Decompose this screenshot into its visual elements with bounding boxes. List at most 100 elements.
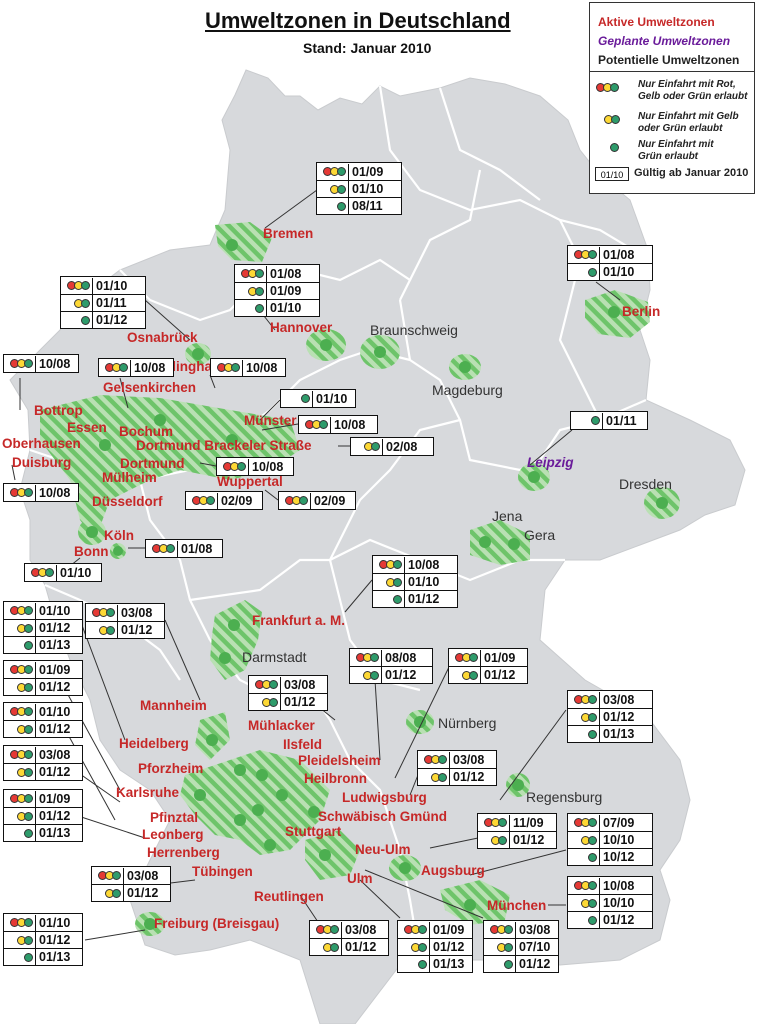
sticker-red-icon [4, 746, 36, 763]
sticker-red-icon [61, 277, 93, 294]
sticker-yellow-icon [568, 895, 600, 911]
validity-row: 01/12 [4, 807, 82, 824]
legend-active: Aktive Umweltzonen [598, 15, 715, 29]
validity-date: 10/08 [334, 417, 366, 432]
sticker-green-icon [4, 637, 36, 653]
sticker-red-icon [4, 484, 36, 501]
validity-box-muehlacker: 03/08 01/12 [248, 675, 328, 711]
sticker-yellow-icon [235, 283, 267, 299]
sticker-yellow-icon [568, 832, 600, 848]
validity-date: 03/08 [284, 677, 316, 692]
validity-date: 01/12 [603, 913, 635, 927]
city-duesseldorf: Düsseldorf [92, 494, 163, 509]
city-heilbronn: Heilbronn [304, 771, 367, 786]
sticker-yellow-icon [478, 832, 510, 848]
page-subtitle: Stand: Januar 2010 [303, 40, 432, 56]
sticker-green-icon [281, 390, 313, 407]
city-mannheim: Mannheim [140, 698, 207, 713]
validity-box-wuppertal: 02/09 [278, 491, 356, 510]
sticker-red-icon [299, 416, 331, 433]
validity-row: 03/08 [568, 691, 652, 708]
validity-row: 10/08 [4, 355, 78, 372]
sticker-green-icon [317, 198, 349, 214]
validity-date: 10/10 [603, 833, 635, 847]
validity-date: 10/08 [252, 459, 284, 474]
validity-date: 01/09 [39, 791, 71, 806]
validity-box-heidelberg: 03/08 01/12 [85, 603, 165, 639]
validity-box-regensburg: 03/08 01/12 01/13 [567, 690, 653, 743]
sticker-red-icon [249, 676, 281, 693]
validity-date: 07/10 [519, 940, 551, 954]
validity-date: 01/09 [484, 650, 516, 665]
city-pforzheim: Pforzheim [138, 761, 204, 776]
validity-row: 10/08 [99, 359, 173, 376]
validity-date: 08/11 [352, 199, 383, 213]
validity-row: 10/08 [373, 556, 457, 573]
validity-box-schwaebisch-gmuend: 11/09 01/12 [477, 813, 557, 849]
validity-row: 10/08 [568, 877, 652, 894]
validity-box-freiburg: 01/10 01/12 01/13 [3, 913, 83, 966]
validity-date: 10/08 [408, 557, 440, 572]
sticker-yellow-icon [310, 939, 342, 955]
sticker-red-icon [568, 814, 600, 831]
validity-date: 02/09 [314, 493, 346, 508]
validity-date: 10/08 [39, 356, 71, 371]
validity-date: 10/10 [603, 896, 635, 910]
validity-box-bottrop: 10/08 [3, 354, 79, 373]
validity-date: 01/12 [433, 940, 465, 954]
sticker-yellow-icon [4, 620, 36, 636]
validity-box-duesseldorf: 02/09 [185, 491, 263, 510]
validity-box-muenchen: 10/08 10/10 01/12 [567, 876, 653, 929]
city-heidelberg: Heidelberg [119, 736, 189, 751]
validity-date: 01/12 [519, 957, 551, 971]
city-bremen: Bremen [263, 226, 314, 241]
validity-row: 01/10 [4, 914, 82, 931]
city-oberhausen: Oberhausen [2, 436, 81, 451]
validity-row: 01/12 [92, 884, 170, 901]
sticker-red-icon [568, 246, 600, 263]
sticker-green-icon [571, 412, 603, 429]
legend-divider [590, 71, 754, 72]
city-muelheim: Mülheim [102, 470, 157, 485]
validity-date: 01/13 [39, 950, 71, 964]
sticker-red-icon [186, 492, 218, 509]
validity-row: 02/09 [279, 492, 355, 509]
validity-row: 01/12 [418, 768, 496, 785]
validity-row: 01/09 [317, 163, 401, 180]
city-regensburg: Regensburg [526, 789, 603, 805]
validity-row: 01/12 [373, 590, 457, 607]
city-leipzig: Leipzig [527, 455, 574, 470]
validity-date: 01/10 [39, 603, 71, 618]
validity-row: 10/10 [568, 894, 652, 911]
city-stuttgart: Stuttgart [285, 824, 342, 839]
validity-date: 01/10 [96, 278, 128, 293]
validity-date: 01/08 [270, 266, 302, 281]
validity-row: 01/12 [4, 763, 82, 780]
sticker-yellow-icon [398, 939, 430, 955]
sticker-yellow-icon [4, 808, 36, 824]
validity-date: 01/12 [513, 833, 545, 847]
sticker-red-icon [211, 359, 243, 376]
validity-row: 10/12 [568, 848, 652, 865]
validity-box-ilsfeld: 01/09 01/12 [448, 648, 528, 684]
sticker-red-icon [418, 751, 450, 768]
sticker-red-icon [4, 914, 36, 931]
validity-box-ludwigsburg: 03/08 01/12 [417, 750, 497, 786]
validity-row: 10/08 [4, 484, 78, 501]
sticker-green-icon [596, 143, 619, 161]
sticker-yellow-icon [4, 679, 36, 695]
validity-date: 01/11 [96, 296, 127, 310]
validity-row: 10/08 [211, 359, 285, 376]
validity-row: 01/10 [235, 299, 319, 316]
validity-date: 02/08 [386, 439, 418, 454]
validity-date: 03/08 [453, 752, 485, 767]
validity-date: 01/11 [606, 413, 637, 428]
sticker-set-red-icon [596, 83, 619, 101]
city-karlsruhe: Karlsruhe [116, 785, 180, 800]
legend-planned: Geplante Umweltzonen [598, 34, 731, 48]
validity-date: 01/10 [352, 182, 384, 196]
validity-date: 03/08 [127, 868, 159, 883]
validity-row: 10/10 [568, 831, 652, 848]
validity-row: 07/10 [484, 938, 558, 955]
